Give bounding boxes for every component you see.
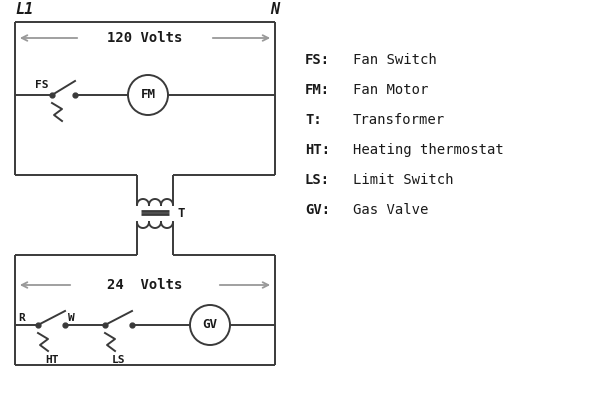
Text: T:: T:: [305, 113, 322, 127]
Text: FM:: FM:: [305, 83, 330, 97]
Text: T: T: [177, 207, 185, 220]
Text: FS: FS: [35, 80, 49, 90]
Text: 24  Volts: 24 Volts: [107, 278, 183, 292]
Text: LS:: LS:: [305, 173, 330, 187]
Text: 120 Volts: 120 Volts: [107, 31, 183, 45]
Text: GV:: GV:: [305, 203, 330, 217]
Text: FS:: FS:: [305, 53, 330, 67]
Text: L1: L1: [15, 2, 33, 18]
Text: GV: GV: [202, 318, 218, 332]
Text: LS: LS: [112, 355, 125, 365]
Text: Fan Switch: Fan Switch: [353, 53, 437, 67]
Text: HT:: HT:: [305, 143, 330, 157]
Text: HT: HT: [45, 355, 58, 365]
Text: Fan Motor: Fan Motor: [353, 83, 428, 97]
Text: R: R: [18, 313, 25, 323]
Text: Heating thermostat: Heating thermostat: [353, 143, 504, 157]
Text: Limit Switch: Limit Switch: [353, 173, 454, 187]
Text: W: W: [68, 313, 75, 323]
Text: Gas Valve: Gas Valve: [353, 203, 428, 217]
Text: N: N: [270, 2, 280, 18]
Text: Transformer: Transformer: [353, 113, 445, 127]
Text: FM: FM: [140, 88, 156, 102]
